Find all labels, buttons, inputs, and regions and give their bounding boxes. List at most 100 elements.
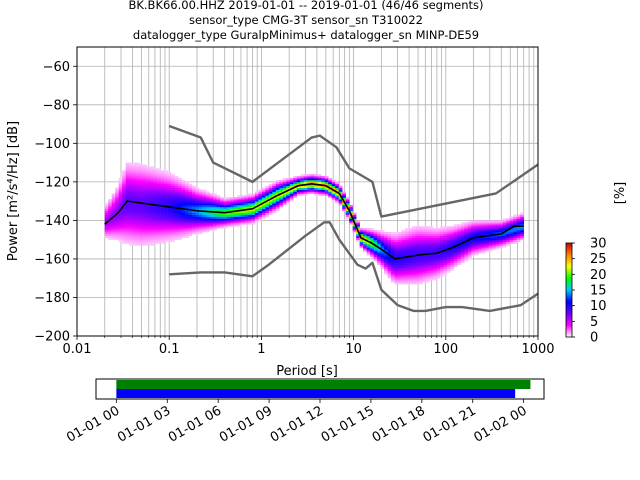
histogram-cell bbox=[122, 216, 127, 219]
histogram-cell bbox=[181, 187, 186, 190]
histogram-cell bbox=[425, 266, 430, 269]
histogram-cell bbox=[174, 185, 179, 188]
histogram-cell bbox=[174, 191, 179, 194]
timeline-tick-label: 01-01 18 bbox=[370, 403, 428, 445]
histogram-cell bbox=[391, 266, 395, 269]
histogram-cell bbox=[485, 224, 490, 227]
histogram-cell bbox=[202, 230, 207, 233]
histogram-cell bbox=[129, 243, 133, 246]
histogram-cell bbox=[377, 235, 381, 239]
histogram-cell bbox=[157, 222, 161, 225]
coverage-bar-green bbox=[116, 380, 531, 389]
histogram-cell bbox=[143, 231, 147, 235]
histogram-cell bbox=[467, 224, 472, 227]
histogram-cell bbox=[380, 255, 385, 258]
histogram-cell bbox=[199, 206, 203, 210]
histogram-cell bbox=[429, 278, 434, 281]
histogram-cell bbox=[460, 222, 465, 225]
histogram-cell bbox=[181, 201, 186, 204]
histogram-cell bbox=[411, 249, 416, 252]
histogram-cell bbox=[405, 260, 409, 264]
histogram-cell bbox=[408, 237, 413, 240]
histogram-cell bbox=[324, 191, 329, 194]
histogram-cell bbox=[125, 228, 130, 231]
histogram-cell bbox=[212, 220, 217, 223]
histogram-cell bbox=[363, 249, 367, 252]
histogram-cell bbox=[164, 183, 168, 187]
histogram-cell bbox=[178, 218, 182, 221]
histogram-cell bbox=[115, 193, 120, 196]
histogram-cell bbox=[251, 214, 256, 217]
histogram-cell bbox=[174, 189, 179, 192]
histogram-cell bbox=[478, 233, 483, 237]
histogram-cell bbox=[150, 178, 154, 181]
histogram-cell bbox=[185, 206, 189, 210]
histogram-cell bbox=[118, 222, 123, 225]
histogram-cell bbox=[192, 228, 196, 231]
histogram-cell bbox=[122, 170, 127, 173]
histogram-cell bbox=[111, 226, 116, 229]
histogram-cell bbox=[195, 187, 200, 190]
histogram-cell bbox=[471, 239, 476, 242]
histogram-cell bbox=[240, 216, 245, 219]
histogram-cell bbox=[206, 214, 210, 217]
histogram-cell bbox=[157, 231, 161, 235]
histogram-cell bbox=[464, 237, 469, 240]
histogram-cell bbox=[164, 233, 168, 237]
histogram-cell bbox=[219, 208, 224, 212]
histogram-cell bbox=[331, 197, 336, 200]
histogram-cell bbox=[492, 237, 497, 240]
histogram-cell bbox=[289, 183, 294, 187]
histogram-cell bbox=[328, 178, 332, 181]
histogram-cell bbox=[164, 179, 168, 183]
histogram-cell bbox=[223, 208, 228, 212]
histogram-cell bbox=[167, 172, 172, 175]
histogram-cell bbox=[136, 193, 140, 196]
histogram-cell bbox=[464, 228, 469, 231]
histogram-cell bbox=[192, 189, 196, 192]
histogram-cell bbox=[356, 231, 360, 235]
histogram-cell bbox=[129, 178, 133, 181]
histogram-cell bbox=[401, 237, 406, 240]
histogram-cell bbox=[150, 241, 154, 244]
histogram-cell bbox=[118, 239, 123, 242]
histogram-cell bbox=[286, 187, 291, 190]
histogram-cell bbox=[380, 262, 385, 266]
histogram-cell bbox=[268, 185, 273, 188]
histogram-cell bbox=[349, 206, 353, 210]
histogram-cell bbox=[209, 208, 214, 212]
histogram-cell bbox=[160, 210, 165, 213]
histogram-cell bbox=[352, 212, 357, 215]
histogram-cell bbox=[408, 247, 413, 250]
histogram-cell bbox=[139, 191, 144, 194]
histogram-cell bbox=[157, 208, 161, 212]
histogram-cell bbox=[380, 237, 385, 240]
histogram-cell bbox=[240, 206, 245, 210]
histogram-cell bbox=[143, 214, 147, 217]
histogram-cell bbox=[422, 262, 427, 266]
histogram-cell bbox=[408, 278, 413, 281]
histogram-cell bbox=[125, 176, 130, 179]
histogram-cell bbox=[129, 230, 133, 233]
histogram-cell bbox=[261, 191, 266, 194]
histogram-cell bbox=[167, 191, 172, 194]
histogram-cell bbox=[118, 201, 123, 204]
histogram-cell bbox=[425, 228, 430, 231]
histogram-cell bbox=[171, 237, 175, 240]
histogram-cell bbox=[450, 228, 455, 231]
histogram-cell bbox=[460, 224, 465, 227]
histogram-cell bbox=[384, 239, 388, 242]
histogram-cell bbox=[132, 199, 137, 202]
histogram-cell bbox=[443, 270, 448, 273]
histogram-cell bbox=[171, 183, 175, 187]
histogram-cell bbox=[411, 280, 416, 283]
histogram-cell bbox=[439, 226, 444, 229]
histogram-cell bbox=[272, 203, 277, 206]
histogram-cell bbox=[460, 231, 465, 235]
histogram-cell bbox=[174, 230, 179, 233]
histogram-cell bbox=[415, 262, 420, 266]
histogram-cell bbox=[398, 266, 402, 269]
histogram-cell bbox=[167, 203, 172, 206]
histogram-cell bbox=[185, 187, 189, 190]
histogram-cell bbox=[495, 235, 500, 239]
